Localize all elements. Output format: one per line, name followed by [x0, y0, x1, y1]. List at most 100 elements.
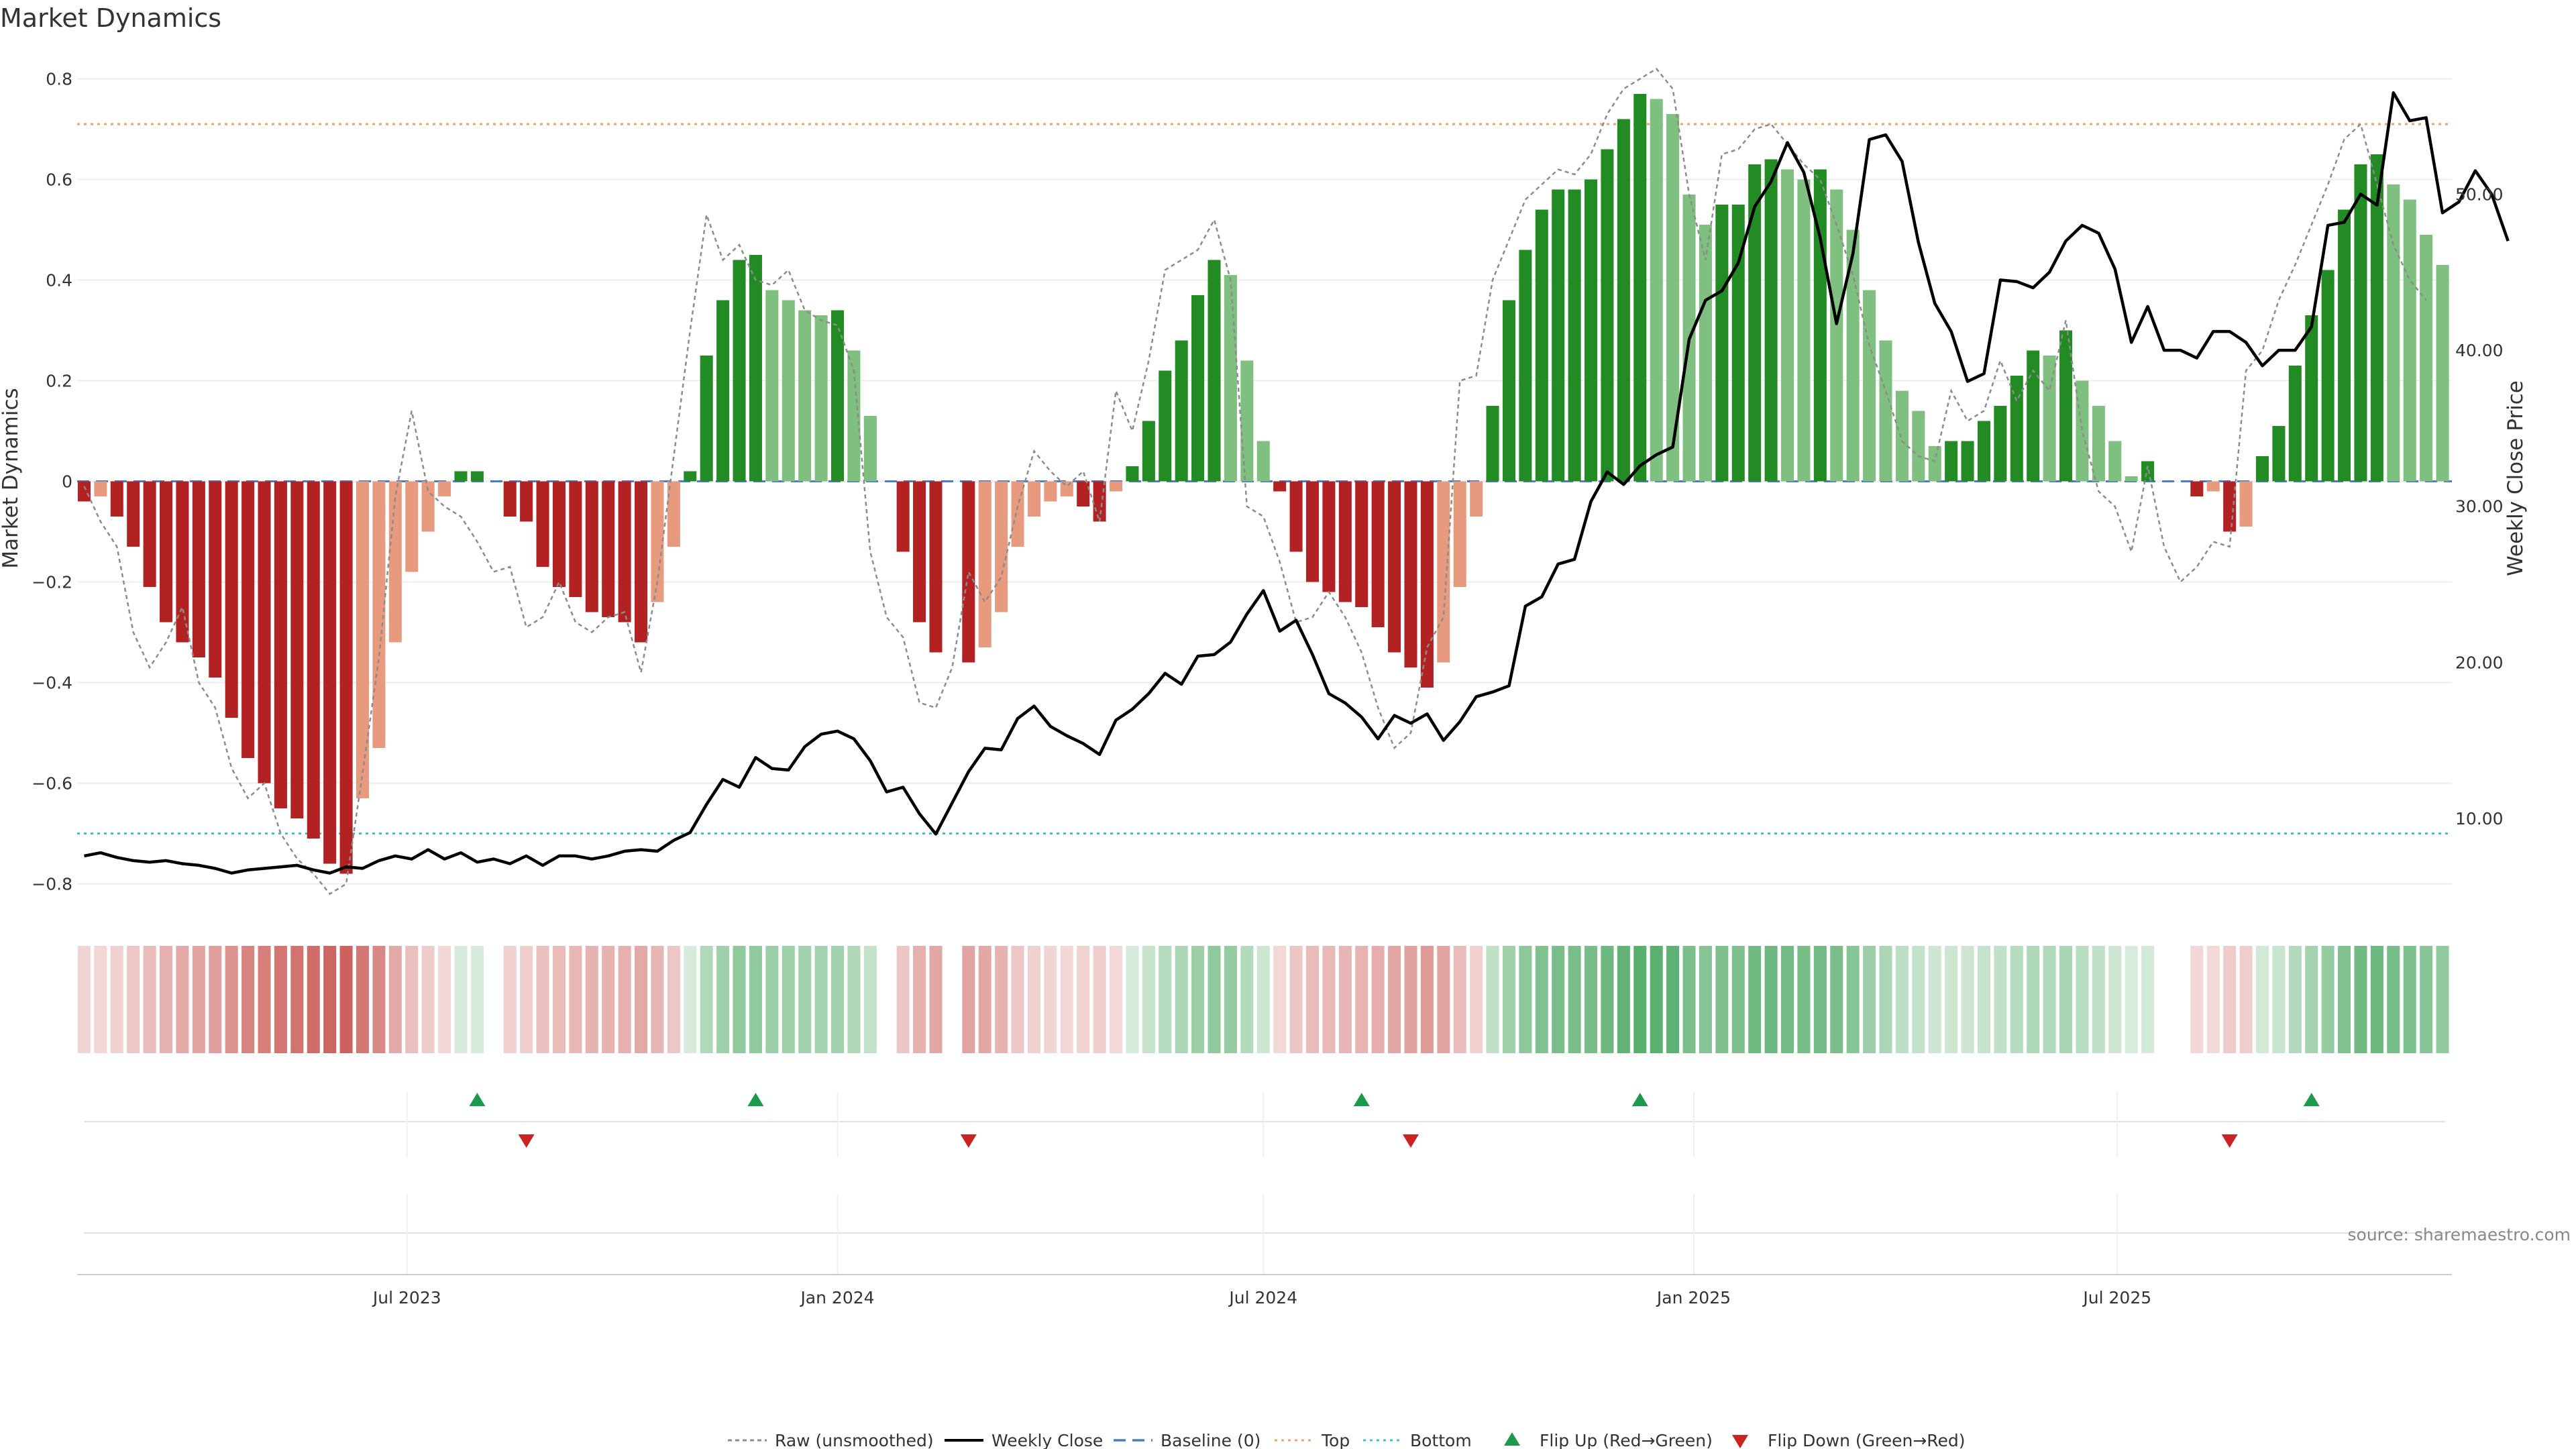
bar	[2370, 154, 2383, 482]
bar	[2272, 426, 2286, 482]
heat-cell	[2272, 946, 2286, 1053]
legend-baseline: Baseline (0)	[1114, 1431, 1260, 1449]
flip-up-marker	[469, 1093, 486, 1106]
heat-cell	[2108, 946, 2122, 1053]
bar	[1191, 295, 1205, 482]
heat-cell	[1633, 946, 1647, 1053]
heat-cell	[2420, 946, 2433, 1053]
heat-cell	[1256, 946, 1270, 1053]
heat-cell	[585, 946, 598, 1053]
heat-cell	[700, 946, 713, 1053]
bar	[1470, 481, 1483, 517]
bar	[2206, 481, 2220, 492]
bar	[290, 481, 304, 818]
bar	[978, 481, 991, 647]
heat-cell	[2338, 946, 2351, 1053]
heat-cell	[995, 946, 1008, 1053]
right-tick-label: 50.00	[2455, 184, 2504, 204]
right-tick-label: 10.00	[2455, 809, 2504, 828]
bar	[1977, 421, 1990, 482]
heat-cell	[372, 946, 386, 1053]
bar	[814, 315, 828, 482]
bar	[1502, 300, 1515, 482]
bar	[700, 356, 713, 482]
price-layer	[84, 91, 2510, 875]
weekly-close-line	[84, 91, 2510, 875]
bar	[127, 481, 140, 547]
bar	[405, 481, 419, 572]
bar	[1224, 275, 1237, 482]
heat-cell	[1191, 946, 1205, 1053]
heat-cell	[896, 946, 910, 1053]
flip-up-marker	[1631, 1093, 1648, 1106]
heat-cell	[1945, 946, 1958, 1053]
bar	[2255, 456, 2269, 482]
bar	[863, 416, 877, 482]
bar	[1617, 119, 1630, 482]
heat-cell	[1273, 946, 1287, 1053]
heat-cell	[2403, 946, 2416, 1053]
heat-cell	[2255, 946, 2269, 1053]
bar	[1453, 481, 1466, 587]
heat-cell	[651, 946, 664, 1053]
bar	[1699, 225, 1712, 482]
bar	[667, 481, 680, 547]
bar	[438, 481, 451, 496]
heat-cell	[1224, 946, 1237, 1053]
bar	[94, 481, 107, 496]
bar	[1961, 441, 1974, 482]
heat-cell	[339, 946, 353, 1053]
bar	[1437, 481, 1450, 663]
heat-cell	[470, 946, 484, 1053]
bar	[470, 471, 484, 482]
heat-cell	[2125, 946, 2138, 1053]
heat-cell	[602, 946, 615, 1053]
heat-cell	[2043, 946, 2056, 1053]
heat-strip	[77, 946, 2449, 1053]
x-tick-label: Jul 2025	[2082, 1288, 2151, 1307]
left-tick-label: 0.6	[46, 170, 72, 190]
heat-cell	[1388, 946, 1401, 1053]
bar	[896, 481, 910, 552]
bar	[1175, 340, 1188, 482]
heat-cell	[209, 946, 222, 1053]
heat-cell	[1666, 946, 1680, 1053]
bar	[1011, 481, 1024, 547]
left-tick-label: 0.4	[46, 271, 72, 290]
bar	[1748, 164, 1762, 482]
heat-cell	[1110, 946, 1123, 1053]
flip-up-marker	[1353, 1093, 1370, 1106]
heat-cell	[1289, 946, 1303, 1053]
bar	[1044, 481, 1057, 502]
bar	[1715, 205, 1729, 482]
heat-cell	[1355, 946, 1368, 1053]
bar	[2223, 481, 2237, 532]
bar	[962, 481, 975, 663]
bar	[1404, 481, 1417, 667]
left-tick-label: −0.2	[32, 573, 72, 592]
heat-cell	[2436, 946, 2449, 1053]
heat-cell	[684, 946, 697, 1053]
bar	[1846, 229, 1860, 482]
bar	[602, 481, 615, 617]
bar	[520, 481, 533, 522]
bar	[356, 481, 370, 798]
heat-cell	[830, 946, 845, 1053]
bar	[2387, 184, 2400, 482]
heat-cell	[290, 946, 304, 1053]
bar	[1535, 209, 1548, 482]
flip-panel-gridlines	[84, 1092, 2445, 1275]
heat-cell	[127, 946, 140, 1053]
heat-cell	[241, 946, 255, 1053]
heat-cell	[1699, 946, 1712, 1053]
bar	[2239, 481, 2253, 527]
heat-cell	[1568, 946, 1581, 1053]
heat-cell	[1846, 946, 1860, 1053]
heat-cell	[1404, 946, 1417, 1053]
bar	[2059, 330, 2073, 482]
bar	[1585, 179, 1598, 482]
bar	[651, 481, 664, 602]
heat-cell	[1027, 946, 1040, 1053]
bar	[339, 481, 353, 874]
